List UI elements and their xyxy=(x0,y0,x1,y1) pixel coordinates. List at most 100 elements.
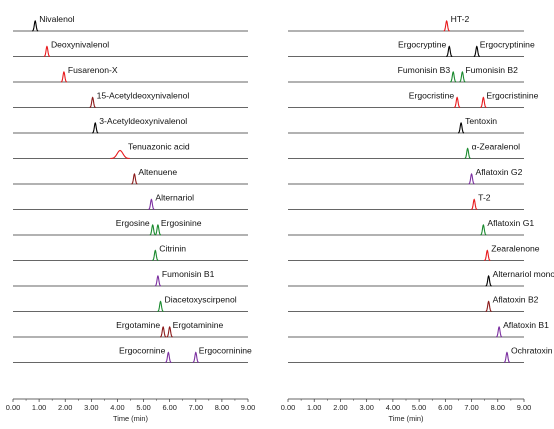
trace-1-7: Altenuene xyxy=(13,167,248,185)
trace-label: Aflatoxin G1 xyxy=(487,218,534,228)
trace-2-8: T-2 xyxy=(288,193,524,210)
x-tick-label: 8.00 xyxy=(491,403,505,412)
peak xyxy=(471,198,478,210)
trace-label: 3-Acetyldeoxynivalenol xyxy=(99,116,187,126)
peak xyxy=(457,121,465,134)
x-tick-label: 3.00 xyxy=(359,403,373,412)
x-tick-label: 6.00 xyxy=(162,403,176,412)
trace-1-11: Fumonisin B1 xyxy=(13,269,248,287)
trace-2-14: Ochratoxin A xyxy=(288,346,554,363)
trace-label: Fusarenon-X xyxy=(68,65,118,75)
peak xyxy=(485,274,492,287)
x-axis: 0.00 1.00 2.00 3.00 4.00 5.00 6.00 7.00 8.00 9.00… xyxy=(6,398,255,423)
trace-2-6: α-Zearalenol xyxy=(288,142,524,159)
peak xyxy=(166,325,173,338)
trace-1-3: Fusarenon-X xyxy=(13,65,248,83)
peak xyxy=(154,223,162,236)
peak xyxy=(154,274,162,287)
peak xyxy=(454,96,461,108)
trace-label: T-2 xyxy=(478,193,491,203)
peak xyxy=(450,70,457,83)
trace-label: Ergosine xyxy=(116,218,150,228)
peak xyxy=(495,325,503,338)
peak xyxy=(468,172,475,185)
x-tick-label: 4.00 xyxy=(110,403,124,412)
trace-2-11: Alternariol monomethylether xyxy=(288,269,554,287)
peak xyxy=(485,300,492,312)
trace-1-4: 15-Acetyldeoxynivalenol xyxy=(13,91,248,108)
peak xyxy=(443,19,450,32)
peak xyxy=(92,121,99,134)
trace-label: Deoxynivalenol xyxy=(51,40,109,50)
trace-label: Ergocorninine xyxy=(199,346,252,356)
x-axis: 0.00 1.00 2.00 3.00 4.00 5.00 6.00 7.00 8.00 9.00… xyxy=(281,398,531,423)
trace-2-1: HT-2 xyxy=(288,14,524,32)
trace-2-7: Aflatoxin G2 xyxy=(288,167,524,185)
trace-1-9: Ergosine Ergosinine xyxy=(13,218,248,236)
trace-label: 15-Acetyldeoxynivalenol xyxy=(97,91,190,101)
peak xyxy=(503,351,511,363)
trace-label: Ergocryptinine xyxy=(480,40,535,50)
trace-2-3: Fumonisin B3 Fumonisin B2 xyxy=(288,65,524,83)
x-tick-label: 2.00 xyxy=(58,403,72,412)
peak xyxy=(131,172,138,185)
x-axis-title: Time (min) xyxy=(388,414,423,423)
trace-label: Tenuazonic acid xyxy=(128,142,190,152)
trace-label: Ergocryptine xyxy=(398,40,446,50)
trace-2-9: Aflatoxin G1 xyxy=(288,218,534,236)
x-tick-label: 0.00 xyxy=(281,403,295,412)
trace-label: Tentoxin xyxy=(465,116,497,126)
peak xyxy=(480,96,487,108)
peak xyxy=(484,249,491,261)
trace-label: Aflatoxin B1 xyxy=(503,320,549,330)
x-tick-label: 6.00 xyxy=(438,403,452,412)
panel-1: Nivalenol Deoxynivalenol Fusarenon-X 15-Ace… xyxy=(6,14,255,423)
trace-label: Ergotamine xyxy=(116,320,160,330)
peak xyxy=(192,351,199,363)
x-tick-label: 9.00 xyxy=(241,403,255,412)
trace-1-5: 3-Acetyldeoxynivalenol xyxy=(13,116,248,134)
peak xyxy=(165,351,172,363)
peak xyxy=(464,147,471,159)
panel-2: HT-2 Ergocryptine Ergocryptinine Fumonisin … xyxy=(281,14,554,423)
trace-label: Ergocornine xyxy=(119,346,166,356)
trace-1-12: Diacetoxyscirpenol xyxy=(13,295,248,312)
trace-label: Alternariol monomethylether xyxy=(493,269,554,279)
trace-label: Citrinin xyxy=(159,244,186,254)
peak xyxy=(43,45,51,57)
peak xyxy=(473,45,480,57)
peak xyxy=(149,223,156,236)
x-tick-label: 5.00 xyxy=(136,403,150,412)
x-tick-label: 7.00 xyxy=(464,403,478,412)
trace-1-14: Ergocornine Ergocorninine xyxy=(13,346,252,363)
x-tick-label: 5.00 xyxy=(412,403,426,412)
trace-1-2: Deoxynivalenol xyxy=(13,40,248,57)
peak xyxy=(152,249,159,261)
peak xyxy=(157,300,164,312)
trace-label: Ergosinine xyxy=(161,218,202,228)
x-tick-label: 9.00 xyxy=(517,403,531,412)
peak xyxy=(60,70,68,83)
trace-label: Aflatoxin B2 xyxy=(493,295,539,305)
trace-label: Aflatoxin G2 xyxy=(476,167,523,177)
trace-label: Ergocristinine xyxy=(486,91,538,101)
peak xyxy=(160,325,167,338)
peak xyxy=(446,45,453,57)
x-tick-label: 4.00 xyxy=(386,403,400,412)
x-axis-title: Time (min) xyxy=(113,414,148,423)
x-tick-label: 7.00 xyxy=(189,403,203,412)
trace-2-12: Aflatoxin B2 xyxy=(288,295,539,312)
trace-1-13: Ergotamine Ergotaminine xyxy=(13,320,248,338)
trace-label: Ochratoxin A xyxy=(511,346,554,356)
trace-1-1: Nivalenol xyxy=(13,14,248,32)
trace-1-10: Citrinin xyxy=(13,244,248,261)
trace-2-13: Aflatoxin B1 xyxy=(288,320,549,338)
trace-2-10: Zearalenone xyxy=(288,244,540,261)
trace-label: Fumonisin B3 xyxy=(398,65,451,75)
peak xyxy=(110,149,130,160)
peak xyxy=(480,223,487,236)
trace-label: Ergocristine xyxy=(409,91,455,101)
trace-1-8: Alternariol xyxy=(13,193,248,210)
x-tick-label: 1.00 xyxy=(307,403,321,412)
